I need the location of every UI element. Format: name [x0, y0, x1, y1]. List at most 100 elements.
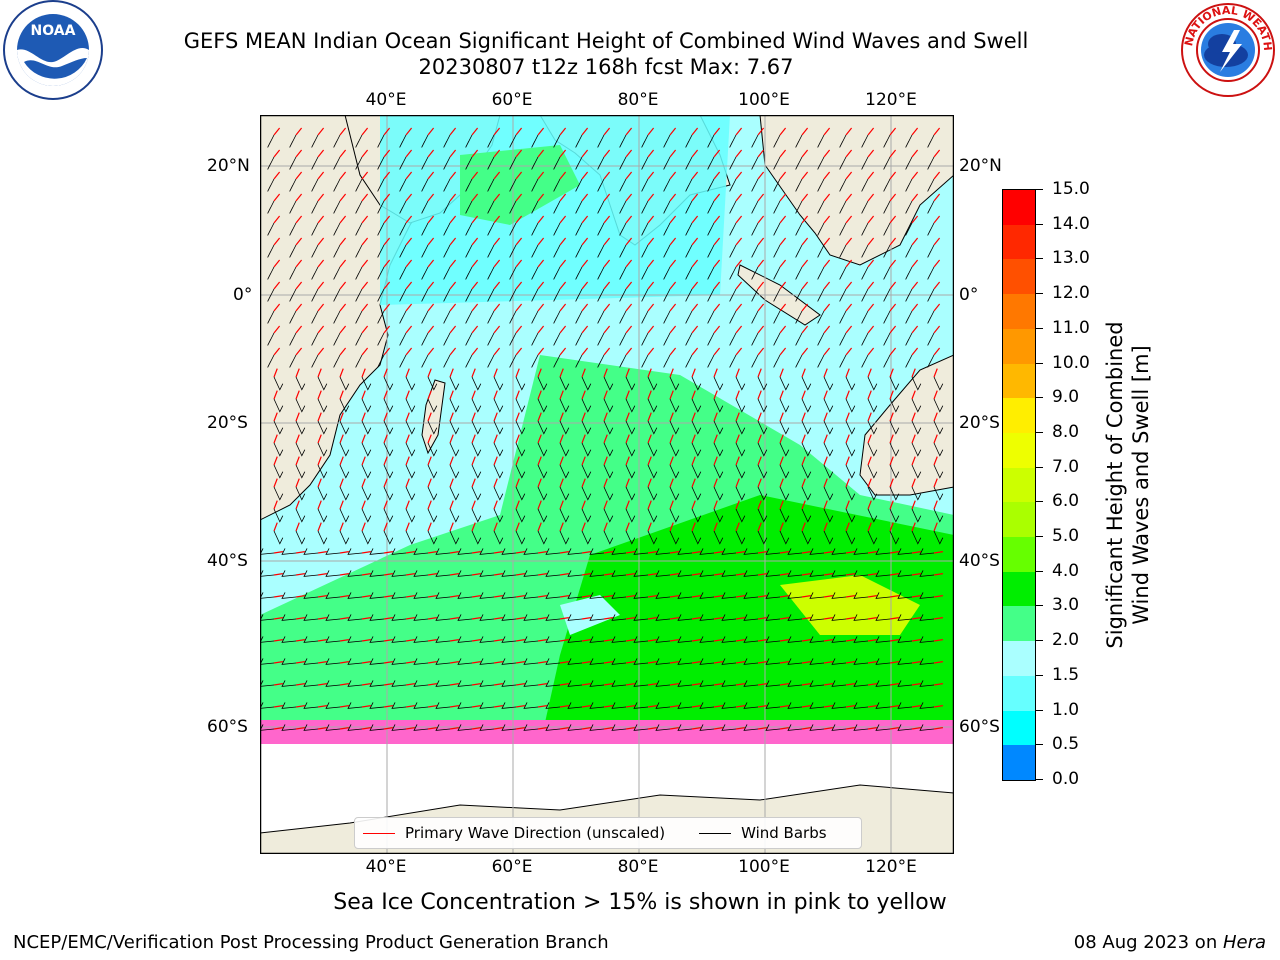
- wave-direction-arrow: [273, 500, 278, 510]
- lon-label-top-100e: 100°E: [738, 90, 790, 110]
- wave-direction-arrow: [823, 259, 831, 268]
- wind-barb: [823, 464, 834, 479]
- wave-direction-arrow: [427, 149, 435, 158]
- wave-direction-arrow: [537, 705, 547, 708]
- wind-barb: [905, 288, 913, 302]
- wave-direction-arrow: [559, 215, 567, 224]
- wind-barb: [611, 592, 627, 599]
- wind-barb: [817, 222, 825, 236]
- wave-direction-arrow: [427, 215, 435, 224]
- wave-direction-arrow: [735, 727, 745, 730]
- wave-direction-arrow: [713, 500, 718, 510]
- wind-barb: [501, 592, 517, 599]
- wave-direction-arrow: [735, 215, 743, 224]
- wave-direction-arrow: [911, 281, 919, 290]
- wind-barb: [303, 724, 319, 731]
- wind-barb: [619, 244, 627, 258]
- wave-direction-arrow: [383, 149, 391, 158]
- wave-direction-arrow: [823, 434, 828, 444]
- wave-direction-arrow: [537, 551, 547, 554]
- wind-barb: [839, 178, 847, 192]
- wave-direction-arrow: [889, 347, 897, 356]
- wind-barb: [317, 508, 328, 523]
- wave-direction-arrow: [559, 500, 564, 510]
- wind-barb: [523, 592, 539, 599]
- wave-direction-arrow: [405, 368, 410, 378]
- wind-barb: [449, 398, 460, 413]
- wind-barb: [883, 310, 891, 324]
- wave-direction-arrow: [669, 434, 674, 444]
- wind-barb: [427, 530, 438, 545]
- wind-barb: [317, 464, 328, 479]
- wave-direction-arrow: [823, 127, 831, 136]
- wave-direction-arrow: [581, 683, 591, 686]
- wave-direction-arrow: [295, 727, 305, 730]
- wave-direction-arrow: [471, 551, 481, 554]
- wind-barb: [729, 244, 737, 258]
- wind-barb: [501, 724, 517, 731]
- colorbar-segment: [1003, 606, 1035, 642]
- wind-barb: [691, 376, 702, 391]
- wind-barb: [751, 178, 759, 192]
- wave-direction-arrow: [757, 390, 762, 400]
- wave-direction-arrow: [493, 551, 503, 554]
- wind-barb: [369, 636, 385, 643]
- wave-direction-arrow: [339, 390, 344, 400]
- colorbar-segment: [1003, 398, 1035, 433]
- wind-barb: [927, 156, 935, 170]
- wave-direction-arrow: [779, 193, 787, 202]
- wave-direction-arrow: [427, 325, 435, 334]
- wave-direction-arrow: [867, 683, 877, 686]
- wave-direction-arrow: [493, 683, 503, 686]
- wind-barb: [501, 548, 517, 555]
- wave-direction-arrow: [647, 551, 657, 554]
- wave-direction-arrow: [361, 617, 371, 620]
- wind-barb: [383, 420, 394, 435]
- wave-direction-arrow: [845, 683, 855, 686]
- wind-barb: [567, 724, 583, 731]
- wind-barb: [603, 442, 614, 457]
- wave-direction-arrow: [889, 661, 899, 664]
- wind-barb: [633, 680, 649, 687]
- wind-barb: [567, 636, 583, 643]
- wave-direction-arrow: [625, 683, 635, 686]
- wind-barb: [751, 288, 759, 302]
- wave-direction-arrow: [383, 390, 388, 400]
- wind-barb: [267, 266, 275, 280]
- wave-direction-arrow: [845, 390, 850, 400]
- wave-direction-arrow: [713, 661, 723, 664]
- wind-barb: [751, 266, 759, 280]
- wave-direction-arrow: [339, 573, 349, 576]
- legend-wave-label: Primary Wave Direction (unscaled): [405, 824, 666, 842]
- wind-barb: [325, 570, 341, 577]
- wave-direction-arrow: [713, 303, 721, 312]
- wave-direction-arrow: [295, 127, 303, 136]
- wave-direction-arrow: [383, 193, 391, 202]
- wind-barb: [289, 310, 297, 324]
- wave-direction-arrow: [361, 193, 369, 202]
- wind-barb: [845, 398, 856, 413]
- wave-direction-arrow: [911, 215, 919, 224]
- wind-barb: [619, 310, 627, 324]
- wind-barb: [465, 156, 473, 170]
- wave-direction-arrow: [559, 171, 567, 180]
- wind-barb: [663, 134, 671, 148]
- wave-direction-arrow: [559, 434, 564, 444]
- wind-barb: [927, 178, 935, 192]
- wind-barb: [669, 420, 680, 435]
- wind-barb: [559, 464, 570, 479]
- wind-barb: [581, 376, 592, 391]
- colorbar-tick-label: 0.0: [1052, 769, 1080, 789]
- wave-direction-arrow: [515, 193, 523, 202]
- wind-barb: [413, 570, 429, 577]
- wave-direction-arrow: [559, 347, 567, 356]
- wind-barb: [721, 702, 737, 709]
- wave-direction-arrow: [801, 705, 811, 708]
- wind-barb: [427, 486, 438, 501]
- wave-direction-arrow: [427, 551, 437, 554]
- wave-direction-arrow: [427, 347, 435, 356]
- wind-barb: [779, 442, 790, 457]
- wave-direction-arrow: [273, 661, 283, 664]
- wave-direction-arrow: [273, 149, 281, 158]
- wind-barb: [633, 592, 649, 599]
